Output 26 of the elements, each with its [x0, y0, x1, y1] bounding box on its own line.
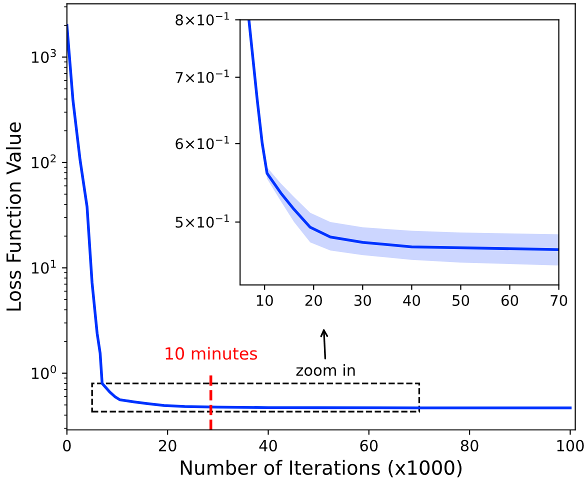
y-tick-label: 10$^{0}$: [32, 365, 56, 380]
x-tick-label: 0: [63, 440, 71, 452]
y-tick-label: 10$^{1}$: [32, 260, 56, 274]
x-tick-label: 10: [256, 294, 273, 306]
y-tick-label: 5×10$^{−1}$: [176, 214, 229, 228]
y-tick-label: 8×10$^{−1}$: [176, 12, 229, 26]
line-series: [66, 24, 572, 410]
y-tick-label: 7×10$^{−1}$: [176, 70, 229, 83]
x-tick-label: 100: [557, 440, 584, 452]
x-tick-label: 20: [305, 294, 322, 306]
x-tick-label: 60: [360, 440, 378, 452]
x-tick-label: 70: [550, 294, 568, 306]
x-tick-label: 60: [502, 294, 518, 306]
y-tick-label: 6×10$^{−1}$: [176, 136, 229, 150]
y-tick-label: 10$^{3}$: [32, 48, 56, 63]
y-axis-title: Loss Function Value: [6, 122, 21, 311]
y-tick-label: 10$^{2}$: [32, 154, 56, 168]
x-tick-label: 30: [354, 294, 371, 306]
annotation: zoom in: [296, 364, 355, 376]
x-axis-title: Number of Iterations (x1000): [180, 460, 462, 478]
x-tick-label: 40: [403, 294, 420, 306]
x-tick-label: 40: [259, 440, 277, 452]
x-tick-label: 50: [452, 294, 470, 306]
x-tick-label: 20: [158, 440, 176, 452]
x-tick-label: 80: [460, 440, 478, 452]
ref-line-label: 10 minutes: [166, 346, 258, 360]
